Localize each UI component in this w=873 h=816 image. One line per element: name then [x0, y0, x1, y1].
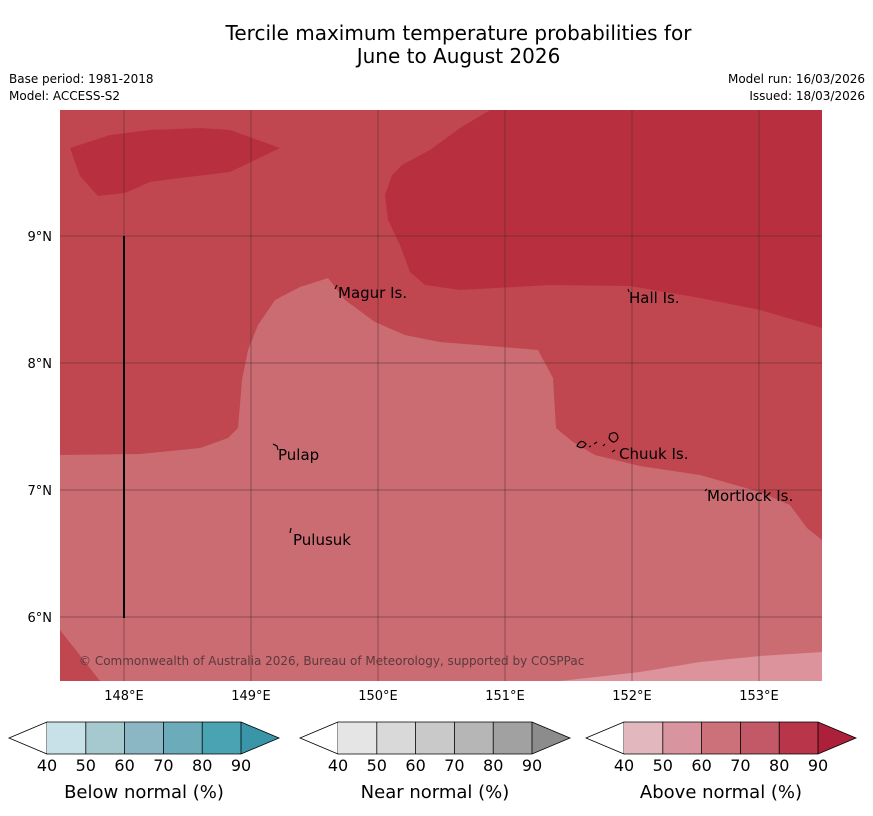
- copyright-text: © Commonwealth of Australia 2026, Bureau…: [79, 654, 584, 668]
- legend-1-label: Near normal (%): [361, 782, 510, 803]
- legend-1-segment: [338, 722, 377, 754]
- lon-label-152e: 152°E: [612, 689, 652, 704]
- lon-label-148e: 148°E: [104, 689, 144, 704]
- legend-2-tick-label: 70: [730, 756, 750, 775]
- legend-1-segment: [493, 722, 532, 754]
- legend-1-tick-label: 40: [328, 756, 348, 775]
- legend-1-frame: [338, 721, 572, 755]
- legend-1: 40 50 60 70 80 90 Near normal (%): [298, 721, 572, 803]
- island-shapes: [272, 284, 708, 534]
- legend-2-segment: [740, 722, 780, 754]
- place-label-pulap: Pulap: [278, 446, 319, 464]
- legend-1-tick-label: 80: [483, 756, 503, 775]
- legend-0-segment: [47, 722, 86, 754]
- issued-text: Issued: 18/03/2026: [749, 89, 865, 103]
- region-above-70-southwest: [60, 630, 100, 681]
- lat-label-7n: 7°N: [28, 484, 53, 499]
- legend-0-segment: [85, 722, 125, 754]
- legend-2-segment: [624, 722, 663, 754]
- legend-2: 40 50 60 70 80 90 Above normal (%): [584, 721, 858, 803]
- region-above-80-northwest: [70, 128, 280, 196]
- latitude-labels: 9°N 8°N 7°N 6°N: [28, 230, 53, 626]
- legend-1-segment: [415, 722, 455, 754]
- legend-2-tick-label: 90: [808, 756, 828, 775]
- legend-2-segment: [701, 722, 741, 754]
- place-label-magur: Magur Is.: [338, 284, 407, 302]
- legend-1-segment: [454, 722, 494, 754]
- legend-0-low-extension: [7, 721, 48, 755]
- legend-0-segment: [202, 722, 241, 754]
- lon-label-153e: 153°E: [739, 689, 779, 704]
- region-above-50-south: [60, 278, 822, 681]
- region-above-40-southeast: [560, 652, 822, 681]
- legend-2-label: Above normal (%): [640, 782, 802, 803]
- map-title-line1: Tercile maximum temperature probabilitie…: [225, 21, 692, 45]
- legend-2-tick-label: 60: [691, 756, 711, 775]
- mortlock-island-shape: [704, 488, 708, 492]
- place-label-chuuk: Chuuk Is.: [619, 445, 688, 463]
- legend-2-tick-label: 80: [769, 756, 789, 775]
- legend-0-tick-label: 80: [192, 756, 212, 775]
- legend-1-tick-label: 90: [522, 756, 542, 775]
- legend-1-segment: [376, 722, 416, 754]
- legend-0-tick-label: 50: [76, 756, 96, 775]
- legend-0-tick-label: 90: [231, 756, 251, 775]
- map-title-line2: June to August 2026: [356, 44, 561, 68]
- legend-2-tick-label: 40: [614, 756, 634, 775]
- legend-2-low-extension: [584, 721, 625, 755]
- legend-1-high-extension: [532, 722, 570, 754]
- lat-label-6n: 6°N: [28, 611, 53, 626]
- place-label-mortlock: Mortlock Is.: [707, 487, 793, 505]
- colorbar-legends: 40 50 60 70 80 90 Below normal (%) 40 50 60 70 80 90…: [7, 721, 858, 803]
- legend-0-frame: [47, 721, 281, 755]
- lat-label-9n: 9°N: [28, 230, 53, 245]
- legend-0-tick-label: 60: [114, 756, 134, 775]
- lon-label-149e: 149°E: [231, 689, 271, 704]
- lon-label-150e: 150°E: [358, 689, 398, 704]
- legend-0-segment: [163, 722, 203, 754]
- chuuk-atoll-shape-1: [576, 440, 587, 449]
- region-above-80-northeast: [385, 110, 822, 328]
- map-area: Magur Is. Hall Is. Pulap Chuuk Is. Mortl…: [60, 110, 822, 681]
- legend-0-label: Below normal (%): [64, 782, 224, 803]
- hall-island-shape: [627, 288, 630, 293]
- magur-island-shape: [334, 284, 338, 290]
- meta-left: Base period: 1981-2018 Model: ACCESS-S2: [9, 71, 154, 105]
- legend-2-high-extension: [818, 722, 856, 754]
- base-period-text: Base period: 1981-2018: [9, 72, 154, 86]
- legend-0-tick-label: 40: [37, 756, 57, 775]
- chuuk-atoll-shape-2: [608, 432, 619, 443]
- model-text: Model: ACCESS-S2: [9, 89, 121, 103]
- longitude-labels: 148°E 149°E 150°E 151°E 152°E 153°E: [104, 689, 779, 704]
- place-label-hall: Hall Is.: [629, 289, 680, 307]
- legend-0: 40 50 60 70 80 90 Below normal (%): [7, 721, 281, 803]
- legend-2-tick-label: 50: [653, 756, 673, 775]
- lat-label-8n: 8°N: [28, 357, 53, 372]
- lon-label-151e: 151°E: [485, 689, 525, 704]
- map-title: Tercile maximum temperature probabilitie…: [0, 22, 873, 68]
- legend-2-segment: [662, 722, 702, 754]
- pulusuk-island-shape: [289, 527, 292, 534]
- legend-0-segment: [124, 722, 164, 754]
- meta-right: Model run: 16/03/2026 Issued: 18/03/2026: [728, 71, 865, 105]
- legend-0-tick-label: 70: [153, 756, 173, 775]
- pulap-island-shape: [272, 443, 279, 451]
- chuuk-atoll-shape-3: [588, 441, 616, 453]
- legend-2-frame: [624, 721, 858, 755]
- model-run-text: Model run: 16/03/2026: [727, 72, 865, 86]
- legend-2-segment: [779, 722, 818, 754]
- gridlines: [60, 110, 822, 681]
- legend-1-tick-label: 50: [367, 756, 387, 775]
- legend-1-tick-label: 60: [405, 756, 425, 775]
- place-label-pulusuk: Pulusuk: [293, 531, 351, 549]
- legend-1-low-extension: [298, 721, 339, 755]
- legend-1-tick-label: 70: [444, 756, 464, 775]
- legend-0-high-extension: [241, 722, 279, 754]
